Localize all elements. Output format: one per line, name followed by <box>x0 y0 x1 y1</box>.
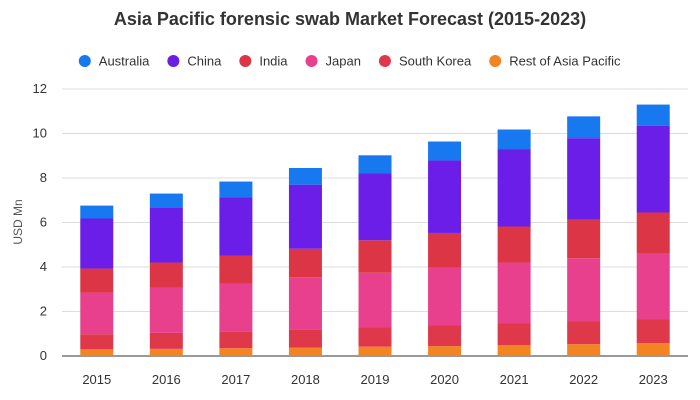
bar-segment-south-korea <box>288 329 322 348</box>
bar-segment-china <box>497 149 531 227</box>
legend-marker <box>305 55 318 67</box>
bar-segment-rest-of-asia-pacific <box>288 347 322 356</box>
bar-segment-south-korea <box>636 319 670 344</box>
bar-segment-south-korea <box>567 321 601 345</box>
x-axis-ticks: 2015 2016 2017 2018 2019 2020 2021 2022 2023 <box>82 372 667 387</box>
legend-marker <box>78 55 91 67</box>
bar-segment-rest-of-asia-pacific <box>567 344 601 356</box>
bar-segment-australia <box>567 116 601 139</box>
bar-segment-rest-of-asia-pacific <box>428 346 462 356</box>
bar-segment-south-korea <box>149 332 183 349</box>
x-tick-label: 2017 <box>221 372 250 387</box>
bar-segment-australia <box>358 155 392 174</box>
bar-segment-india <box>567 219 601 259</box>
x-tick-label: 2015 <box>82 372 111 387</box>
bar-segment-rest-of-asia-pacific <box>80 349 114 356</box>
bar-segment-india <box>80 268 114 293</box>
chart-title: Asia Pacific forensic swab Market Foreca… <box>114 9 586 29</box>
y-axis-label: USD Mn <box>11 199 25 244</box>
bar-segment-australia <box>149 193 183 208</box>
legend-label: India <box>259 54 288 69</box>
bar-segment-japan <box>428 267 462 326</box>
legend-label: Japan <box>326 54 361 69</box>
bar-segment-rest-of-asia-pacific <box>636 343 670 356</box>
bar-segment-china <box>358 173 392 241</box>
bar-segment-japan <box>288 277 322 330</box>
bar-segment-japan <box>219 283 253 332</box>
bar-segment-australia <box>497 129 531 150</box>
bar-segment-japan <box>149 287 183 333</box>
bar-segment-china <box>149 207 183 263</box>
bar-segment-china <box>80 218 114 269</box>
bar-segment-india <box>636 212 670 254</box>
legend-item[interactable]: India <box>239 54 288 69</box>
legend: Australia China India Japan South Korea Rest … <box>78 54 621 69</box>
bar-segment-china <box>428 160 462 233</box>
bar-segment-india <box>288 248 322 278</box>
bar-segment-india <box>219 255 253 284</box>
bar-segment-rest-of-asia-pacific <box>149 348 183 356</box>
bar-segment-south-korea <box>358 327 392 347</box>
y-tick-label: 10 <box>33 126 47 141</box>
legend-label: South Korea <box>399 54 472 69</box>
x-tick-label: 2022 <box>569 372 598 387</box>
bar-segment-china <box>567 138 601 220</box>
bar-segment-china <box>219 197 253 256</box>
legend-item[interactable]: South Korea <box>378 54 472 69</box>
bar-segment-india <box>149 262 183 288</box>
y-axis-ticks: 0 2 4 6 8 10 12 <box>33 81 47 363</box>
legend-marker <box>167 55 180 67</box>
bar-segment-australia <box>80 205 114 219</box>
legend-marker <box>489 55 502 67</box>
legend-label: Rest of Asia Pacific <box>509 54 621 69</box>
y-tick-label: 4 <box>40 259 47 274</box>
bar-segment-south-korea <box>80 334 114 350</box>
legend-item[interactable]: Rest of Asia Pacific <box>489 54 621 69</box>
x-tick-label: 2023 <box>639 372 668 387</box>
bar-segment-japan <box>567 258 601 322</box>
legend-item[interactable]: Japan <box>305 54 361 69</box>
legend-item[interactable]: Australia <box>78 54 150 69</box>
bar-segment-india <box>358 240 392 273</box>
x-tick-label: 2021 <box>500 372 529 387</box>
x-tick-label: 2020 <box>430 372 459 387</box>
x-tick-label: 2016 <box>152 372 181 387</box>
y-tick-label: 2 <box>40 304 47 319</box>
legend-label: China <box>187 54 222 69</box>
bar-segment-japan <box>80 292 114 335</box>
bar-segment-india <box>428 232 462 268</box>
bar-segment-japan <box>636 253 670 320</box>
bar-segment-japan <box>358 272 392 328</box>
x-tick-label: 2018 <box>291 372 320 387</box>
y-tick-label: 0 <box>40 348 47 363</box>
x-tick-label: 2019 <box>361 372 390 387</box>
bar-segment-south-korea <box>497 323 531 346</box>
y-tick-label: 8 <box>40 170 47 185</box>
bar-segment-japan <box>497 262 531 324</box>
bars <box>80 104 670 356</box>
bar-segment-rest-of-asia-pacific <box>497 345 531 356</box>
legend-item[interactable]: China <box>167 54 222 69</box>
bar-segment-china <box>288 184 322 249</box>
legend-label: Australia <box>99 54 150 69</box>
bar-segment-rest-of-asia-pacific <box>358 346 392 356</box>
bar-segment-china <box>636 125 670 213</box>
legend-marker <box>378 55 391 67</box>
bar-segment-rest-of-asia-pacific <box>219 348 253 356</box>
bar-segment-south-korea <box>428 325 462 347</box>
y-tick-label: 6 <box>40 215 47 230</box>
bar-segment-australia <box>288 167 322 185</box>
y-tick-label: 12 <box>33 81 47 96</box>
bar-segment-australia <box>428 141 462 161</box>
bar-segment-australia <box>219 181 253 198</box>
bar-segment-india <box>497 226 531 263</box>
legend-marker <box>239 55 252 67</box>
bar-segment-australia <box>636 104 670 126</box>
bar-segment-south-korea <box>219 331 253 349</box>
